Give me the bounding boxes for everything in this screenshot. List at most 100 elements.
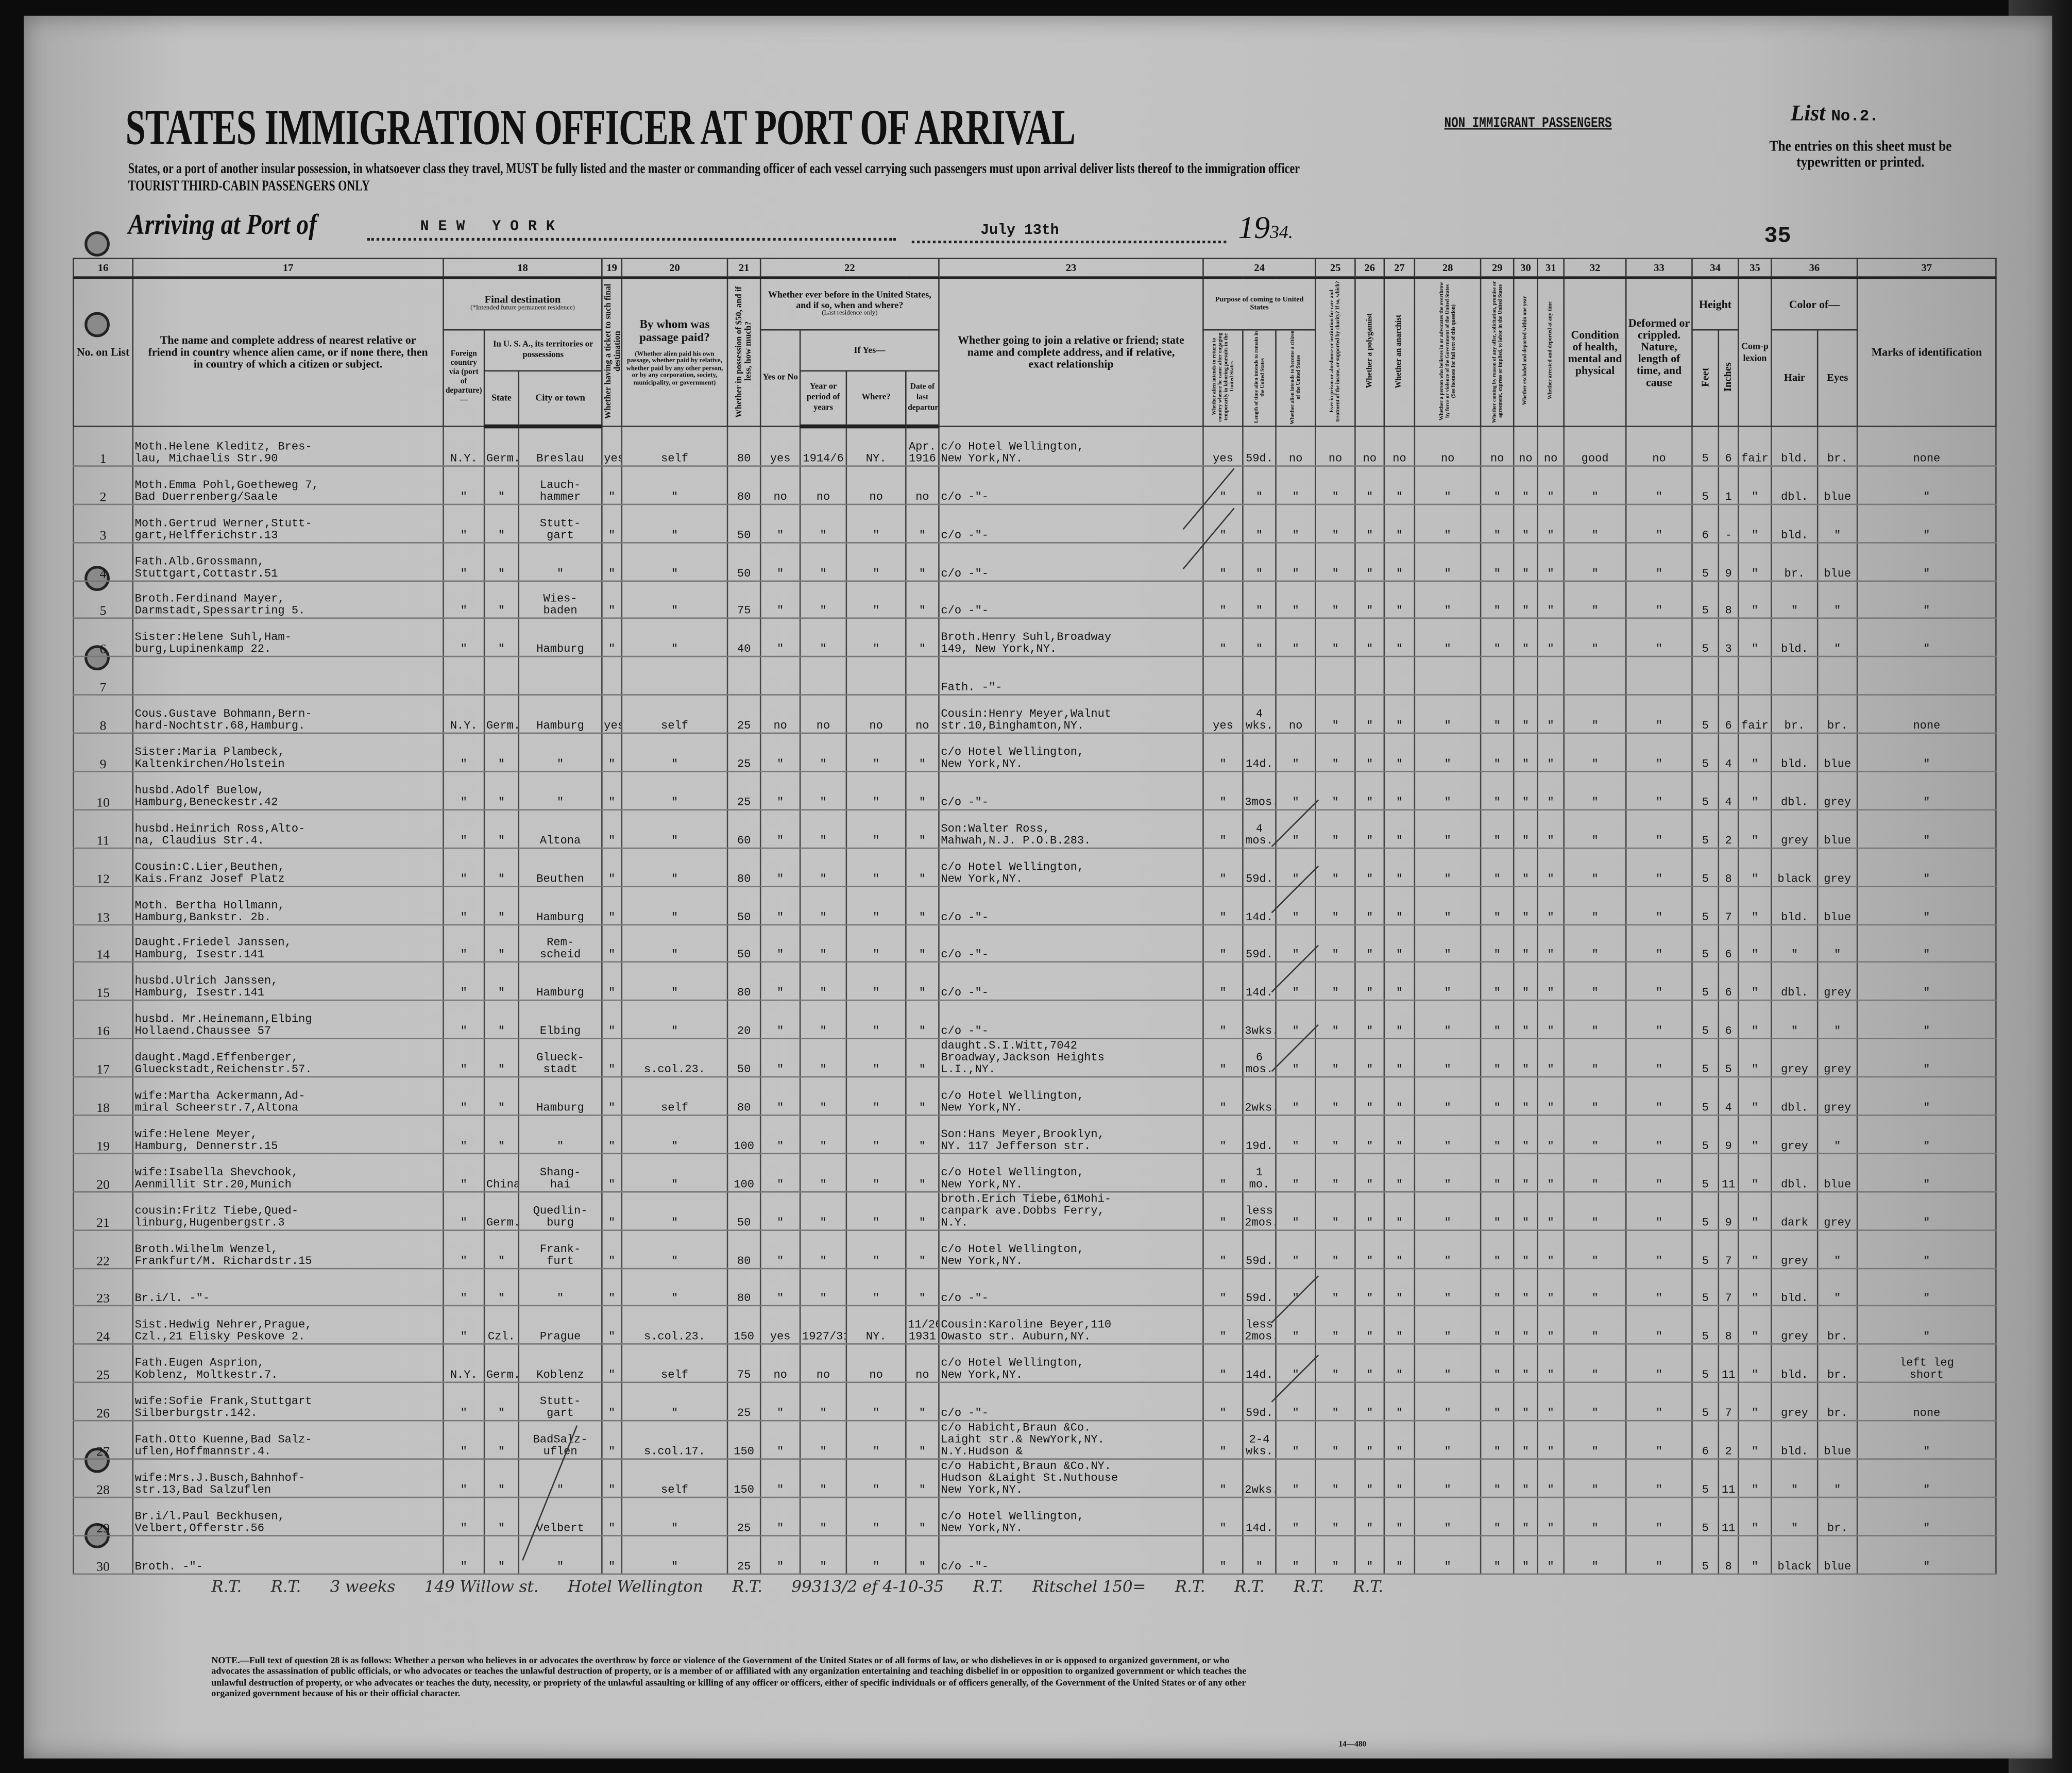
destination-city-cell: Altona — [518, 809, 603, 849]
height-feet-cell: 5 — [1691, 1115, 1720, 1154]
identification-marks-cell: " — [1856, 580, 1997, 620]
prison-almshouse-cell: " — [1315, 1038, 1356, 1078]
purpose-return-cell: " — [1202, 1229, 1244, 1269]
health-condition-cell: " — [1563, 1534, 1627, 1575]
prison-almshouse-cell: no — [1315, 426, 1356, 467]
joining-relative-cell: c/o -"- — [938, 771, 1204, 810]
passage-paid-by-cell: " — [621, 503, 728, 543]
length-of-stay-cell: 59d. — [1242, 1267, 1277, 1307]
prison-almshouse-cell: " — [1315, 465, 1356, 505]
joining-relative-cell: Son:Walter Ross, Mahwah,N.J. P.O.B.283. — [938, 809, 1204, 849]
labor-contract-cell: " — [1480, 1229, 1515, 1269]
list-number-cell: 17 — [73, 1038, 134, 1078]
purpose-citizen-cell: " — [1275, 1382, 1316, 1422]
polygamist-cell: " — [1354, 1534, 1385, 1575]
ticket-cell: " — [601, 580, 623, 620]
table-row: 14 Daught.Friedel Janssen, Hamburg, Isest… — [73, 923, 1997, 964]
destination-state-cell: " — [483, 1000, 520, 1040]
length-of-stay-cell: 59d. — [1242, 923, 1277, 964]
before-years-cell: no — [799, 1344, 847, 1383]
before-years-cell: no — [799, 694, 847, 734]
table-row: 12 Cousin:C.Lier,Beuthen, Kais.Franz Jose… — [73, 847, 1997, 887]
eye-color-cell: blue — [1817, 809, 1858, 849]
list-label: List — [1790, 100, 1826, 126]
anarchist-cell: " — [1383, 1267, 1416, 1307]
length-of-stay-cell: " — [1242, 580, 1277, 620]
polygamist-cell: " — [1354, 618, 1385, 658]
money-cell: 80 — [726, 847, 761, 887]
before-in-us-cell: " — [759, 503, 801, 543]
anarchist-cell: no — [1383, 426, 1416, 467]
list-value: No.2. — [1831, 107, 1879, 126]
identification-marks-cell: " — [1856, 961, 1997, 1002]
eye-color-cell: " — [1817, 503, 1858, 543]
passage-paid-by-cell: " — [621, 847, 728, 887]
foreign-port-cell — [443, 656, 485, 696]
column-number: 30 — [1513, 258, 1538, 279]
purpose-citizen-cell: " — [1275, 923, 1316, 964]
length-of-stay-cell — [1242, 656, 1277, 696]
identification-marks-cell: " — [1856, 1191, 1997, 1231]
column-number: 19 — [601, 258, 623, 279]
list-number-cell: 11 — [73, 809, 134, 849]
binding-hole — [84, 231, 110, 257]
anarchist-cell — [1383, 656, 1416, 696]
polygamist-cell: " — [1354, 1115, 1385, 1154]
excluded-deported-cell: " — [1513, 1305, 1538, 1345]
length-of-stay-cell: 59d. — [1242, 426, 1277, 467]
foreign-port-cell: " — [443, 1153, 485, 1193]
ticket-cell: " — [601, 1153, 623, 1193]
hair-color-cell: grey — [1771, 1115, 1819, 1154]
height-inches-cell: 8 — [1718, 847, 1739, 887]
complexion-cell: " — [1738, 1038, 1772, 1078]
labor-contract-cell: " — [1480, 1191, 1515, 1231]
header-purpose-a: Whether alien intends to return to count… — [1202, 329, 1244, 427]
money-cell: 75 — [726, 580, 761, 620]
arrested-deported-cell: " — [1537, 771, 1565, 810]
eye-color-cell: blue — [1817, 542, 1858, 581]
before-where-cell: no — [845, 465, 907, 505]
relative-address-cell: Sister:Helene Suhl,Ham- burg,Lupinenkamp… — [132, 618, 444, 658]
final-destination-note: (*Intended future permanent residence) — [470, 305, 575, 312]
list-number-cell: 2 — [73, 465, 134, 505]
excluded-deported-cell: " — [1513, 1115, 1538, 1154]
before-in-us-cell: " — [759, 1458, 801, 1498]
deformed-cell: " — [1625, 1229, 1693, 1269]
relative-address-cell: wife:Sofie Frank,Stuttgart Silberburgstr… — [132, 1382, 444, 1422]
joining-relative-cell: c/o Hotel Wellington, New York,NY. — [938, 1229, 1204, 1269]
prison-almshouse-cell: " — [1315, 1458, 1356, 1498]
health-condition-cell: " — [1563, 771, 1627, 810]
relative-address-cell: husbd.Adolf Buelow, Hamburg,Beneckestr.4… — [132, 771, 444, 810]
before-where-cell: " — [845, 618, 907, 658]
destination-city-cell: Koblenz — [518, 1344, 603, 1383]
identification-marks-cell — [1856, 656, 1997, 696]
header-where: Where? — [845, 370, 907, 429]
destination-city-cell: " — [518, 1534, 603, 1575]
relative-address-cell: daught.Magd.Effenberger, Glueckstadt,Rei… — [132, 1038, 444, 1078]
last-departure-cell: " — [905, 961, 940, 1002]
height-inches-cell: 5 — [1718, 1038, 1739, 1078]
before-where-cell: " — [845, 1229, 907, 1269]
destination-city-cell: Elbing — [518, 1000, 603, 1040]
passage-paid-by-cell: self — [621, 1458, 728, 1498]
purpose-citizen-cell: " — [1275, 542, 1316, 581]
joining-relative-cell: c/o Hotel Wellington, New York,NY. — [938, 426, 1204, 467]
before-where-cell: " — [845, 732, 907, 772]
passage-paid-by-cell: " — [621, 542, 728, 581]
list-number-cell: 9 — [73, 732, 134, 772]
polygamist-cell: " — [1354, 465, 1385, 505]
prison-almshouse-cell: " — [1315, 1534, 1356, 1575]
destination-city-cell: Hamburg — [518, 694, 603, 734]
relative-address-cell: Cousin:C.Lier,Beuthen, Kais.Franz Josef … — [132, 847, 444, 887]
purpose-citizen-cell: " — [1275, 465, 1316, 505]
eye-color-cell: grey — [1817, 1076, 1858, 1116]
paid-note: (Whether alien paid his own passage, whe… — [626, 351, 723, 387]
list-number-cell: 25 — [73, 1344, 134, 1383]
foreign-port-cell: " — [443, 1267, 485, 1307]
before-years-cell: " — [799, 580, 847, 620]
destination-city-cell: Hamburg — [518, 1076, 603, 1116]
labor-contract-cell: " — [1480, 923, 1515, 964]
money-cell — [726, 656, 761, 696]
prison-almshouse-cell: " — [1315, 732, 1356, 772]
polygamist-cell: " — [1354, 542, 1385, 581]
